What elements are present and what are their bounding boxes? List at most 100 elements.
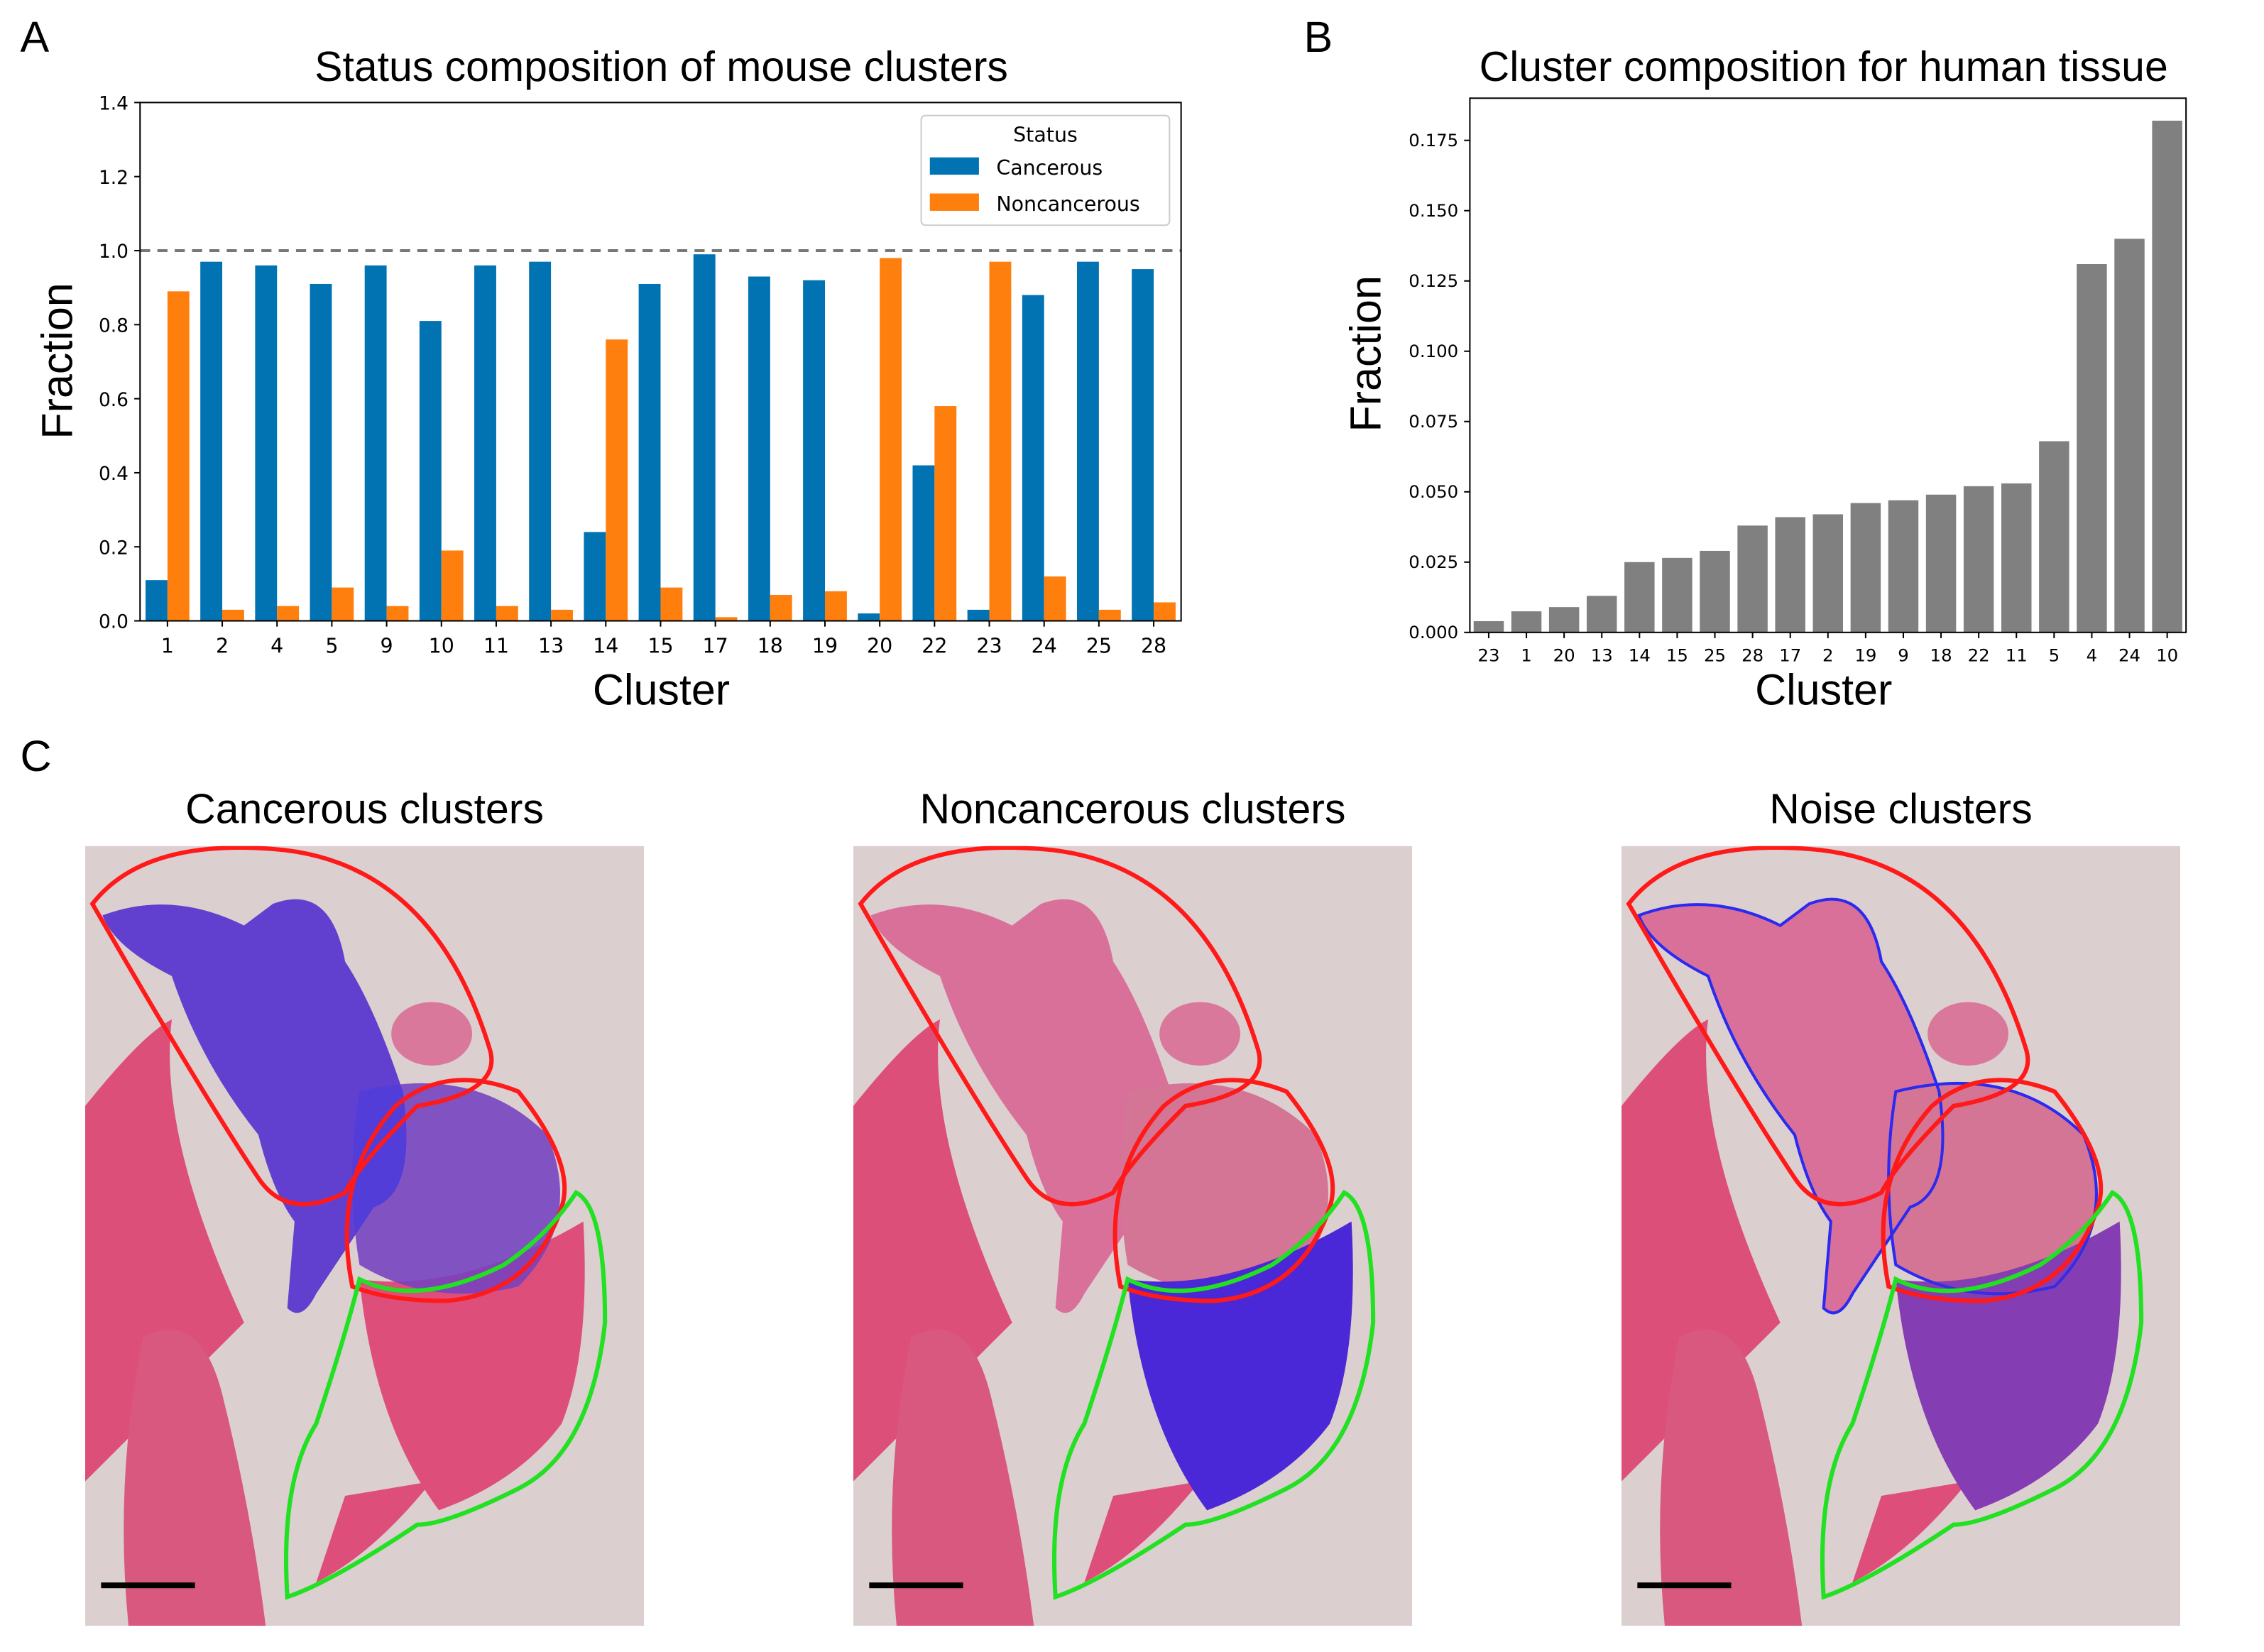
x-tick-label: 4	[2087, 645, 2098, 665]
y-tick-label: 0.0	[99, 611, 128, 633]
y-tick-label: 0.2	[99, 537, 128, 559]
bar-17	[1775, 517, 1805, 633]
bar-noncancerous-1	[167, 291, 190, 621]
bar-1	[1511, 611, 1542, 633]
x-tick-label: 2	[216, 634, 229, 657]
x-tick-label: 4	[270, 634, 283, 657]
chart-b-title: Cluster composition for human tissue	[1480, 44, 2168, 90]
chart-a-title: Status composition of mouse clusters	[315, 44, 1008, 90]
y-tick-label: 0.6	[99, 389, 128, 411]
x-tick-label: 14	[593, 634, 618, 657]
x-tick-label: 15	[647, 634, 673, 657]
bar-cancerous-5	[310, 283, 332, 621]
bar-cancerous-22	[912, 465, 935, 621]
bar-28	[1737, 525, 1768, 633]
x-tick-label: 2	[1822, 645, 1834, 665]
bar-cancerous-9	[364, 265, 387, 621]
chart-b: Cluster composition for human tissue Clu…	[1341, 44, 2187, 713]
x-tick-label: 22	[1968, 645, 1990, 665]
bar-cancerous-17	[693, 254, 716, 621]
bar-23	[1473, 620, 1504, 633]
bar-noncancerous-11	[496, 606, 518, 621]
bar-cancerous-28	[1132, 269, 1154, 621]
bar-noncancerous-4	[277, 606, 300, 621]
y-tick-label: 1.2	[99, 167, 128, 189]
bar-noncancerous-9	[386, 606, 409, 621]
x-tick-label: 1	[1521, 645, 1532, 665]
x-tick-label: 18	[758, 634, 783, 657]
x-tick-label: 5	[325, 634, 338, 657]
panel-label-c: C	[20, 733, 52, 782]
y-tick-label: 0.150	[1409, 200, 1458, 221]
bar-cancerous-4	[255, 265, 278, 621]
x-tick-label: 9	[1898, 645, 1909, 665]
chart-a-frame	[139, 102, 1182, 622]
y-tick-label: 0.000	[1409, 622, 1458, 642]
bar-19	[1850, 503, 1881, 633]
chart-a: Status composition of mouse clusters Clu…	[33, 44, 1182, 713]
bar-noncancerous-2	[222, 609, 244, 621]
x-tick-label: 28	[1141, 634, 1166, 657]
bar-cancerous-15	[638, 283, 661, 621]
bar-5	[2039, 441, 2069, 633]
chart-b-ylabel: Fraction	[1341, 275, 1389, 432]
bar-noncancerous-18	[770, 595, 792, 621]
x-tick-label: 11	[2006, 645, 2028, 665]
bar-noncancerous-28	[1154, 602, 1176, 621]
bar-9	[1888, 500, 1919, 633]
bar-noncancerous-10	[441, 550, 464, 621]
chart-b-frame	[1469, 97, 2187, 633]
histology-image-noise	[1621, 846, 2181, 1626]
bar-2	[1812, 514, 1844, 633]
y-tick-label: 0.050	[1409, 481, 1458, 502]
bar-cancerous-20	[858, 613, 880, 621]
chart-b-xlabel: Cluster	[1755, 665, 1892, 713]
bar-4	[2077, 263, 2107, 633]
y-tick-label: 0.8	[99, 314, 128, 337]
x-tick-label: 13	[538, 634, 564, 657]
x-tick-label: 1	[161, 634, 174, 657]
x-tick-label: 17	[1779, 645, 1801, 665]
chart-a-xlabel: Cluster	[593, 665, 730, 713]
bar-cancerous-18	[748, 276, 770, 621]
y-tick-label: 0.125	[1409, 270, 1458, 291]
x-tick-label: 10	[429, 634, 454, 657]
x-tick-label: 23	[976, 634, 1002, 657]
bar-cancerous-13	[529, 261, 552, 621]
legend-swatch-noncancerous	[929, 193, 979, 211]
histology-image-noncancerous	[853, 846, 1413, 1626]
y-tick-label: 0.075	[1409, 411, 1458, 432]
bar-noncancerous-14	[606, 339, 628, 621]
x-tick-label: 28	[1741, 645, 1763, 665]
legend: Status Cancerous Noncancerous	[920, 114, 1171, 226]
bar-cancerous-14	[584, 532, 606, 621]
panel-label-a: A	[20, 14, 50, 62]
chart-a-ylabel: Fraction	[33, 283, 82, 439]
bar-10	[2152, 120, 2182, 633]
x-tick-label: 20	[1553, 645, 1575, 665]
y-tick-label: 1.4	[99, 93, 128, 115]
bar-18	[1925, 494, 1957, 633]
x-tick-label: 19	[1854, 645, 1876, 665]
x-tick-label: 14	[1629, 645, 1651, 665]
x-tick-label: 22	[922, 634, 947, 657]
panel-label-b: B	[1303, 14, 1333, 62]
y-tick-label: 0.100	[1409, 341, 1458, 361]
bar-cancerous-1	[145, 580, 168, 621]
bar-cancerous-11	[474, 265, 496, 621]
bar-noncancerous-24	[1044, 576, 1066, 621]
bar-cancerous-25	[1077, 261, 1099, 621]
x-tick-label: 20	[867, 634, 892, 657]
bar-14	[1624, 562, 1655, 633]
bar-13	[1586, 596, 1617, 633]
legend-label-cancerous: Cancerous	[996, 156, 1103, 180]
x-tick-label: 19	[812, 634, 838, 657]
bar-noncancerous-23	[989, 261, 1012, 621]
x-tick-label: 15	[1666, 645, 1688, 665]
histology-image-cancerous	[84, 846, 645, 1626]
bar-cancerous-24	[1022, 295, 1044, 621]
image-title-noncancerous: Noncancerous clusters	[919, 787, 1346, 833]
bar-noncancerous-22	[934, 406, 957, 621]
bar-cancerous-2	[200, 261, 223, 621]
bar-24	[2114, 239, 2145, 633]
